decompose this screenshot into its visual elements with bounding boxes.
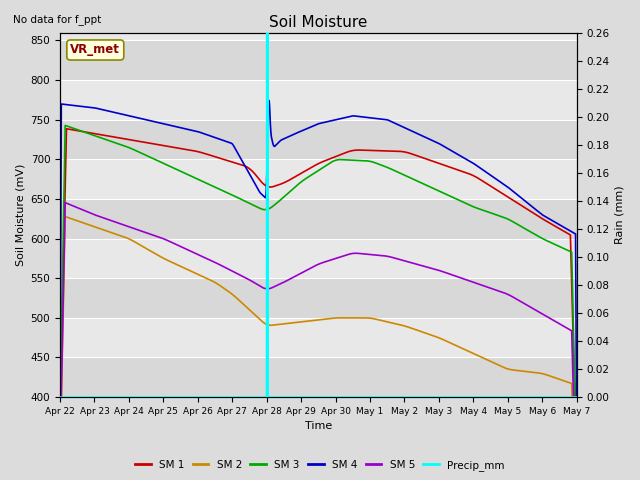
Y-axis label: Soil Moisture (mV): Soil Moisture (mV) <box>15 164 25 266</box>
Bar <box>60 278 577 318</box>
Y-axis label: Rain (mm): Rain (mm) <box>615 186 625 244</box>
Bar <box>60 80 577 120</box>
Title: Soil Moisture: Soil Moisture <box>269 15 367 30</box>
Legend: SM 1, SM 2, SM 3, SM 4, SM 5, Precip_mm: SM 1, SM 2, SM 3, SM 4, SM 5, Precip_mm <box>131 456 509 475</box>
Bar <box>60 239 577 278</box>
Bar <box>60 199 577 239</box>
Bar <box>60 159 577 199</box>
Bar <box>60 318 577 358</box>
Text: VR_met: VR_met <box>70 44 120 57</box>
Bar <box>60 40 577 80</box>
Bar <box>60 1 577 40</box>
Bar <box>60 120 577 159</box>
X-axis label: Time: Time <box>305 421 332 432</box>
Text: No data for f_ppt: No data for f_ppt <box>13 14 101 25</box>
Bar <box>60 358 577 397</box>
